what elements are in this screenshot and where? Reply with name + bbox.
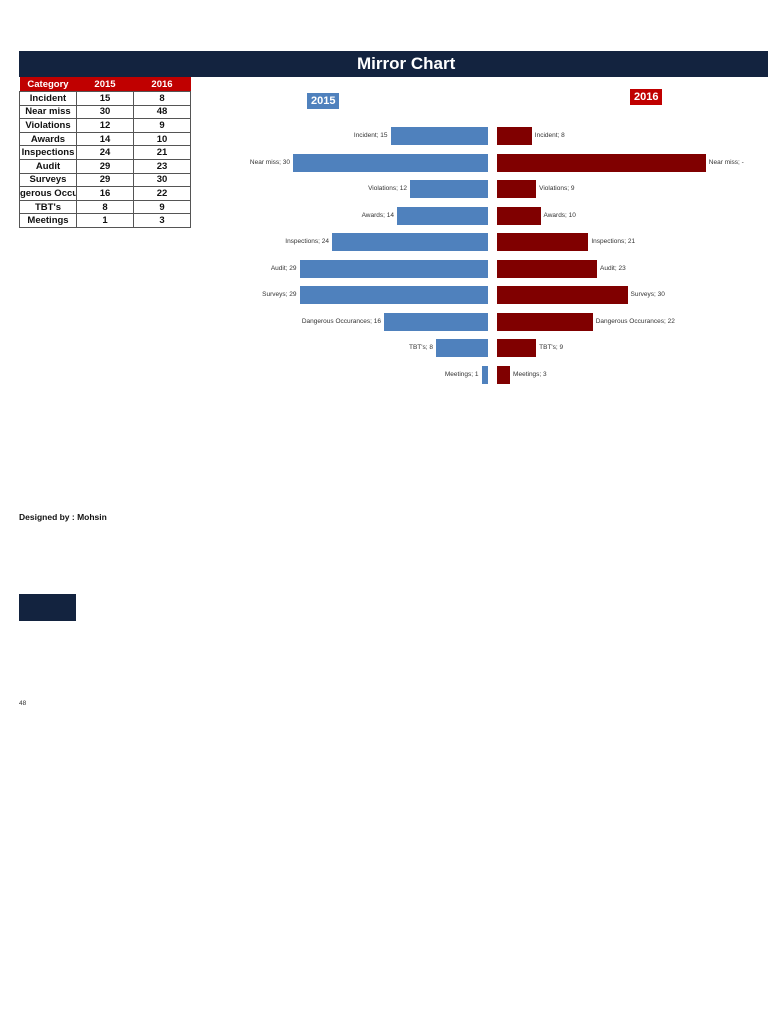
bar-label-2015: Surveys; 29: [262, 291, 297, 298]
table-cell-y2015: 29: [76, 158, 134, 174]
column-header-category: Category: [19, 77, 77, 92]
table-row: Audit 29 23: [19, 158, 191, 174]
bar-label-2015: Dangerous Occurances; 16: [301, 317, 381, 325]
table-cell-category: Incident: [19, 91, 77, 106]
table-cell-y2015: 16: [76, 186, 134, 201]
bar-label-2015: TBT's; 8: [409, 344, 433, 351]
table-cell-category: Awards: [19, 131, 77, 147]
bar-label-2016: Meetings; 3: [513, 370, 547, 378]
table-cell-y2016: 9: [133, 118, 191, 133]
table-cell-y2015: 1: [76, 213, 134, 228]
bar-label-2015: Audit; 29: [270, 264, 297, 272]
table-header-row: Category 2015 2016: [19, 77, 191, 92]
table-cell-y2016: 30: [133, 172, 191, 188]
bar-label-2015: Awards; 14: [361, 211, 394, 219]
bar-2015: [384, 312, 488, 331]
bar-2016: [497, 127, 532, 145]
table-cell-y2015: 29: [76, 172, 134, 188]
column-header-2015: 2015: [76, 77, 134, 92]
table-cell-y2015: 14: [76, 131, 134, 147]
title-bar: [19, 51, 768, 77]
bar-2015: [436, 339, 488, 357]
table-cell-y2016: 48: [133, 104, 191, 120]
bar-2016: [497, 365, 511, 384]
table-cell-category: Violations: [19, 118, 77, 133]
table-row: gerous Occura1622: [19, 186, 191, 201]
table-row: TBT's 8 9: [19, 199, 191, 215]
designed-by-text: Designed by : Mohsin: [19, 512, 107, 522]
table-cell-y2015: 12: [76, 118, 134, 133]
bar-2016: [497, 206, 541, 225]
column-header-2016: 2016: [133, 77, 191, 92]
table-cell-y2015: 30: [76, 104, 134, 120]
table-row: Near miss 30 48: [19, 104, 191, 120]
bar-label-2015: Violations; 12: [368, 185, 407, 192]
table-cell-y2015: 24: [76, 145, 134, 160]
bar-label-2016: Audit; 23: [600, 264, 626, 272]
table-cell-category: Audit: [19, 158, 77, 174]
bar-2016: [497, 153, 706, 172]
legend-2016: 2016: [630, 89, 663, 105]
table-cell-y2016: 21: [133, 145, 191, 160]
table-row: Inspections 24 21: [19, 145, 191, 160]
bar-2015: [410, 180, 488, 198]
table-cell-y2016: 10: [133, 131, 191, 147]
bar-2015: [390, 127, 488, 145]
bar-label-2016: Inspections; 21: [591, 238, 636, 245]
chart-title: Mirror Chart: [357, 54, 456, 73]
table-row: Incident 15 8: [19, 91, 191, 106]
data-table: Category 2015 2016 Incident 15 8 Near miss 3…: [19, 77, 191, 228]
bar-2015: [299, 286, 488, 304]
table-cell-category: gerous Occura: [19, 186, 77, 201]
bar-2016: [497, 339, 537, 357]
bar-2016: [497, 312, 593, 331]
bar-label-2016: Violations; 9: [539, 185, 575, 192]
bar-2016: [497, 180, 537, 198]
table-row: Violations 12 9: [19, 118, 191, 133]
table-cell-y2016: 23: [133, 158, 191, 174]
table-cell-y2015: 15: [76, 91, 134, 106]
bar-2016: [497, 259, 598, 278]
bar-2015: [397, 206, 488, 225]
bar-2015: [299, 259, 488, 278]
table-row: Awards 14 10: [19, 131, 191, 147]
table-cell-y2015: 8: [76, 199, 134, 215]
bar-2016: [497, 286, 628, 304]
bar-2015: [332, 233, 488, 251]
bar-label-2015: Inspections; 24: [285, 238, 329, 245]
bar-label-2015: Near miss; 30: [249, 158, 290, 166]
navy-shape: [19, 594, 76, 621]
table-row: Meetings 1 3: [19, 213, 191, 228]
table-cell-category: Near miss: [19, 104, 77, 120]
table-cell-category: Inspections: [19, 145, 77, 160]
bar-label-2016: Near miss; -: [708, 158, 744, 166]
bar-label-2016: Awards; 10: [543, 211, 576, 219]
table-cell-y2016: 8: [133, 91, 191, 106]
table-cell-category: Meetings: [19, 213, 77, 228]
table-cell-category: TBT's: [19, 199, 77, 215]
bar-2015: [293, 153, 488, 172]
legend-2015: 2015: [307, 93, 340, 109]
bar-label-2016: TBT's; 9: [539, 344, 564, 351]
table-cell-y2016: 9: [133, 199, 191, 215]
table-row: Surveys 29 30: [19, 172, 191, 188]
bar-2016: [497, 233, 589, 251]
table-cell-y2016: 3: [133, 213, 191, 228]
bar-label-2016: Surveys; 30: [630, 291, 665, 298]
bar-label-2015: Meetings; 1: [444, 370, 479, 378]
bar-label-2016: Dangerous Occurances; 22: [595, 317, 675, 325]
bar-label-2015: Incident; 15: [353, 132, 388, 139]
table-cell-y2016: 22: [133, 186, 191, 201]
bar-label-2016: Incident; 8: [534, 132, 565, 139]
footer-number: 48: [19, 700, 27, 707]
bar-2015: [481, 365, 488, 384]
table-cell-category: Surveys: [19, 172, 77, 188]
